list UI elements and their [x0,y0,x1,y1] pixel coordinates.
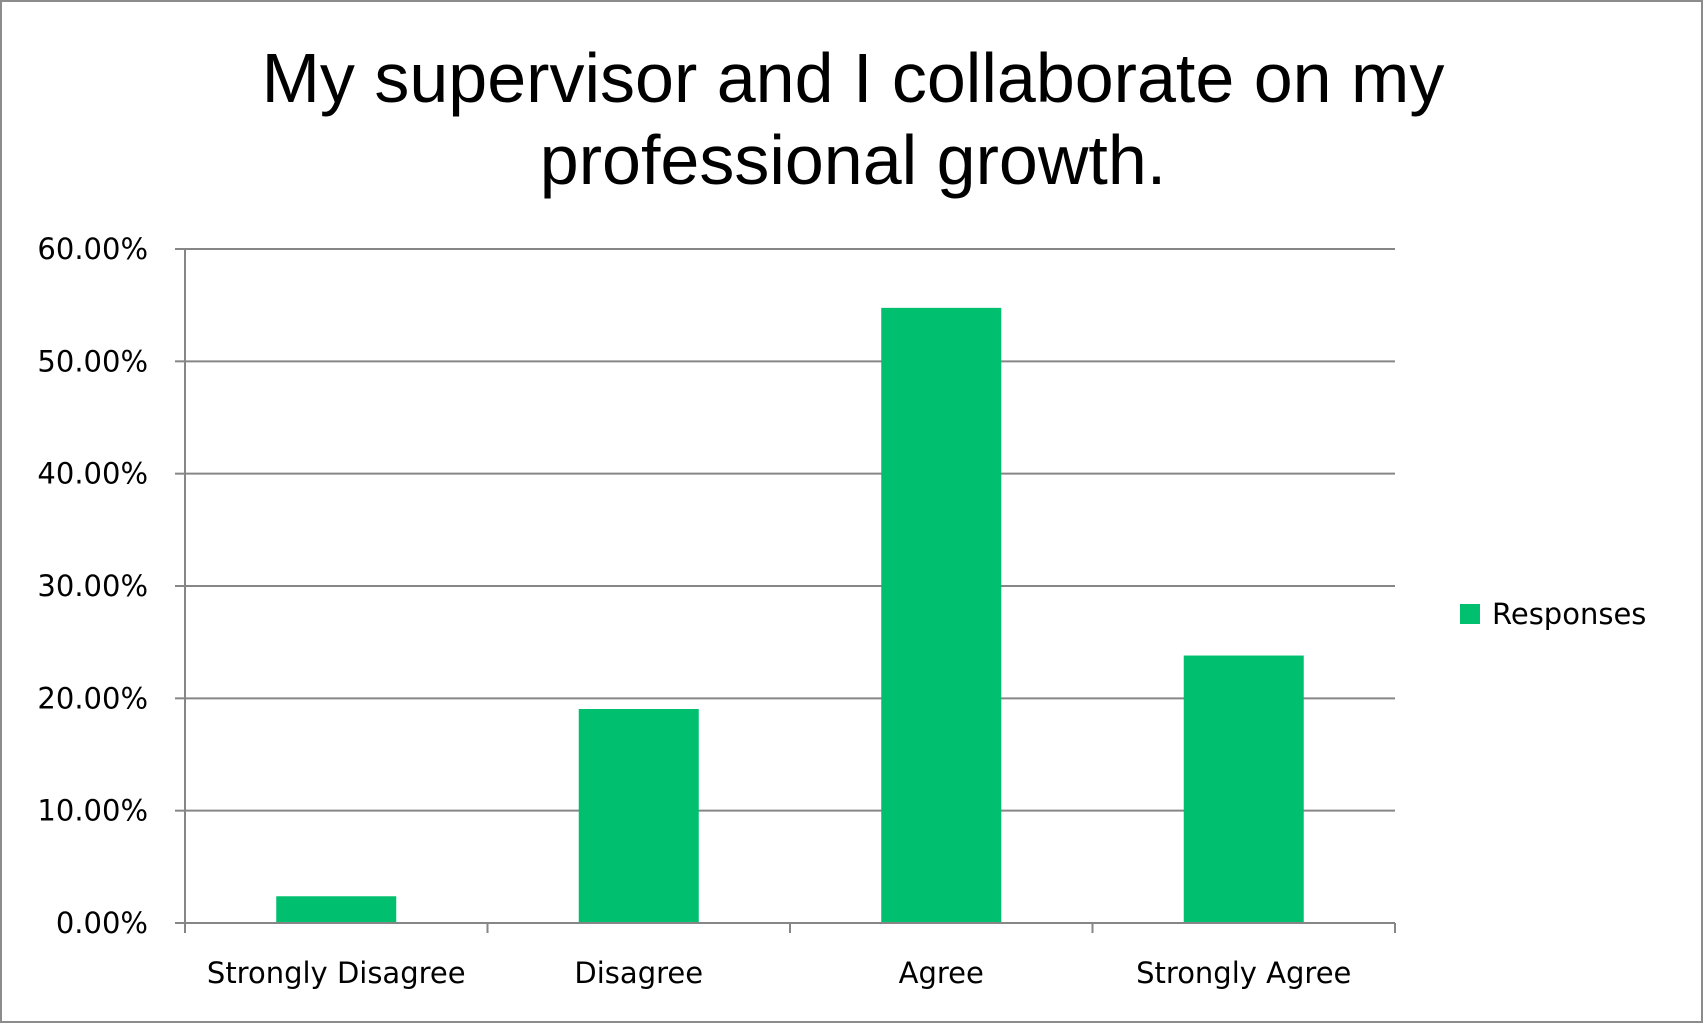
x-tick-label: Strongly Agree [1136,956,1351,990]
legend: Responses [1460,597,1646,631]
chart-title-line-2: professional growth. [540,121,1166,199]
bar-strongly-disagree [276,896,397,923]
x-tick-label: Agree [899,956,984,990]
y-tick-label: 20.00% [37,681,148,715]
bar-strongly-agree [1183,655,1304,923]
y-tick-label: 30.00% [37,569,148,603]
chart-title-line-1: My supervisor and I collaborate on my [262,39,1445,117]
bar-disagree [578,709,699,923]
y-tick-label: 10.00% [37,794,148,828]
y-tick-label: 60.00% [37,232,148,266]
bars [276,307,1304,923]
legend-label-responses: Responses [1492,597,1646,631]
x-tick-label: Strongly Disagree [207,956,466,990]
y-tick-label: 0.00% [56,906,148,940]
y-tick-label: 40.00% [37,457,148,491]
x-tick-label: Disagree [574,956,703,990]
legend-swatch-responses [1460,604,1480,624]
axes: 0.00% 10.00% 20.00% 30.00% 40.00% 50.00% 60.00… [37,232,1396,990]
bar-agree [881,307,1002,923]
y-tick-label: 50.00% [37,344,148,378]
